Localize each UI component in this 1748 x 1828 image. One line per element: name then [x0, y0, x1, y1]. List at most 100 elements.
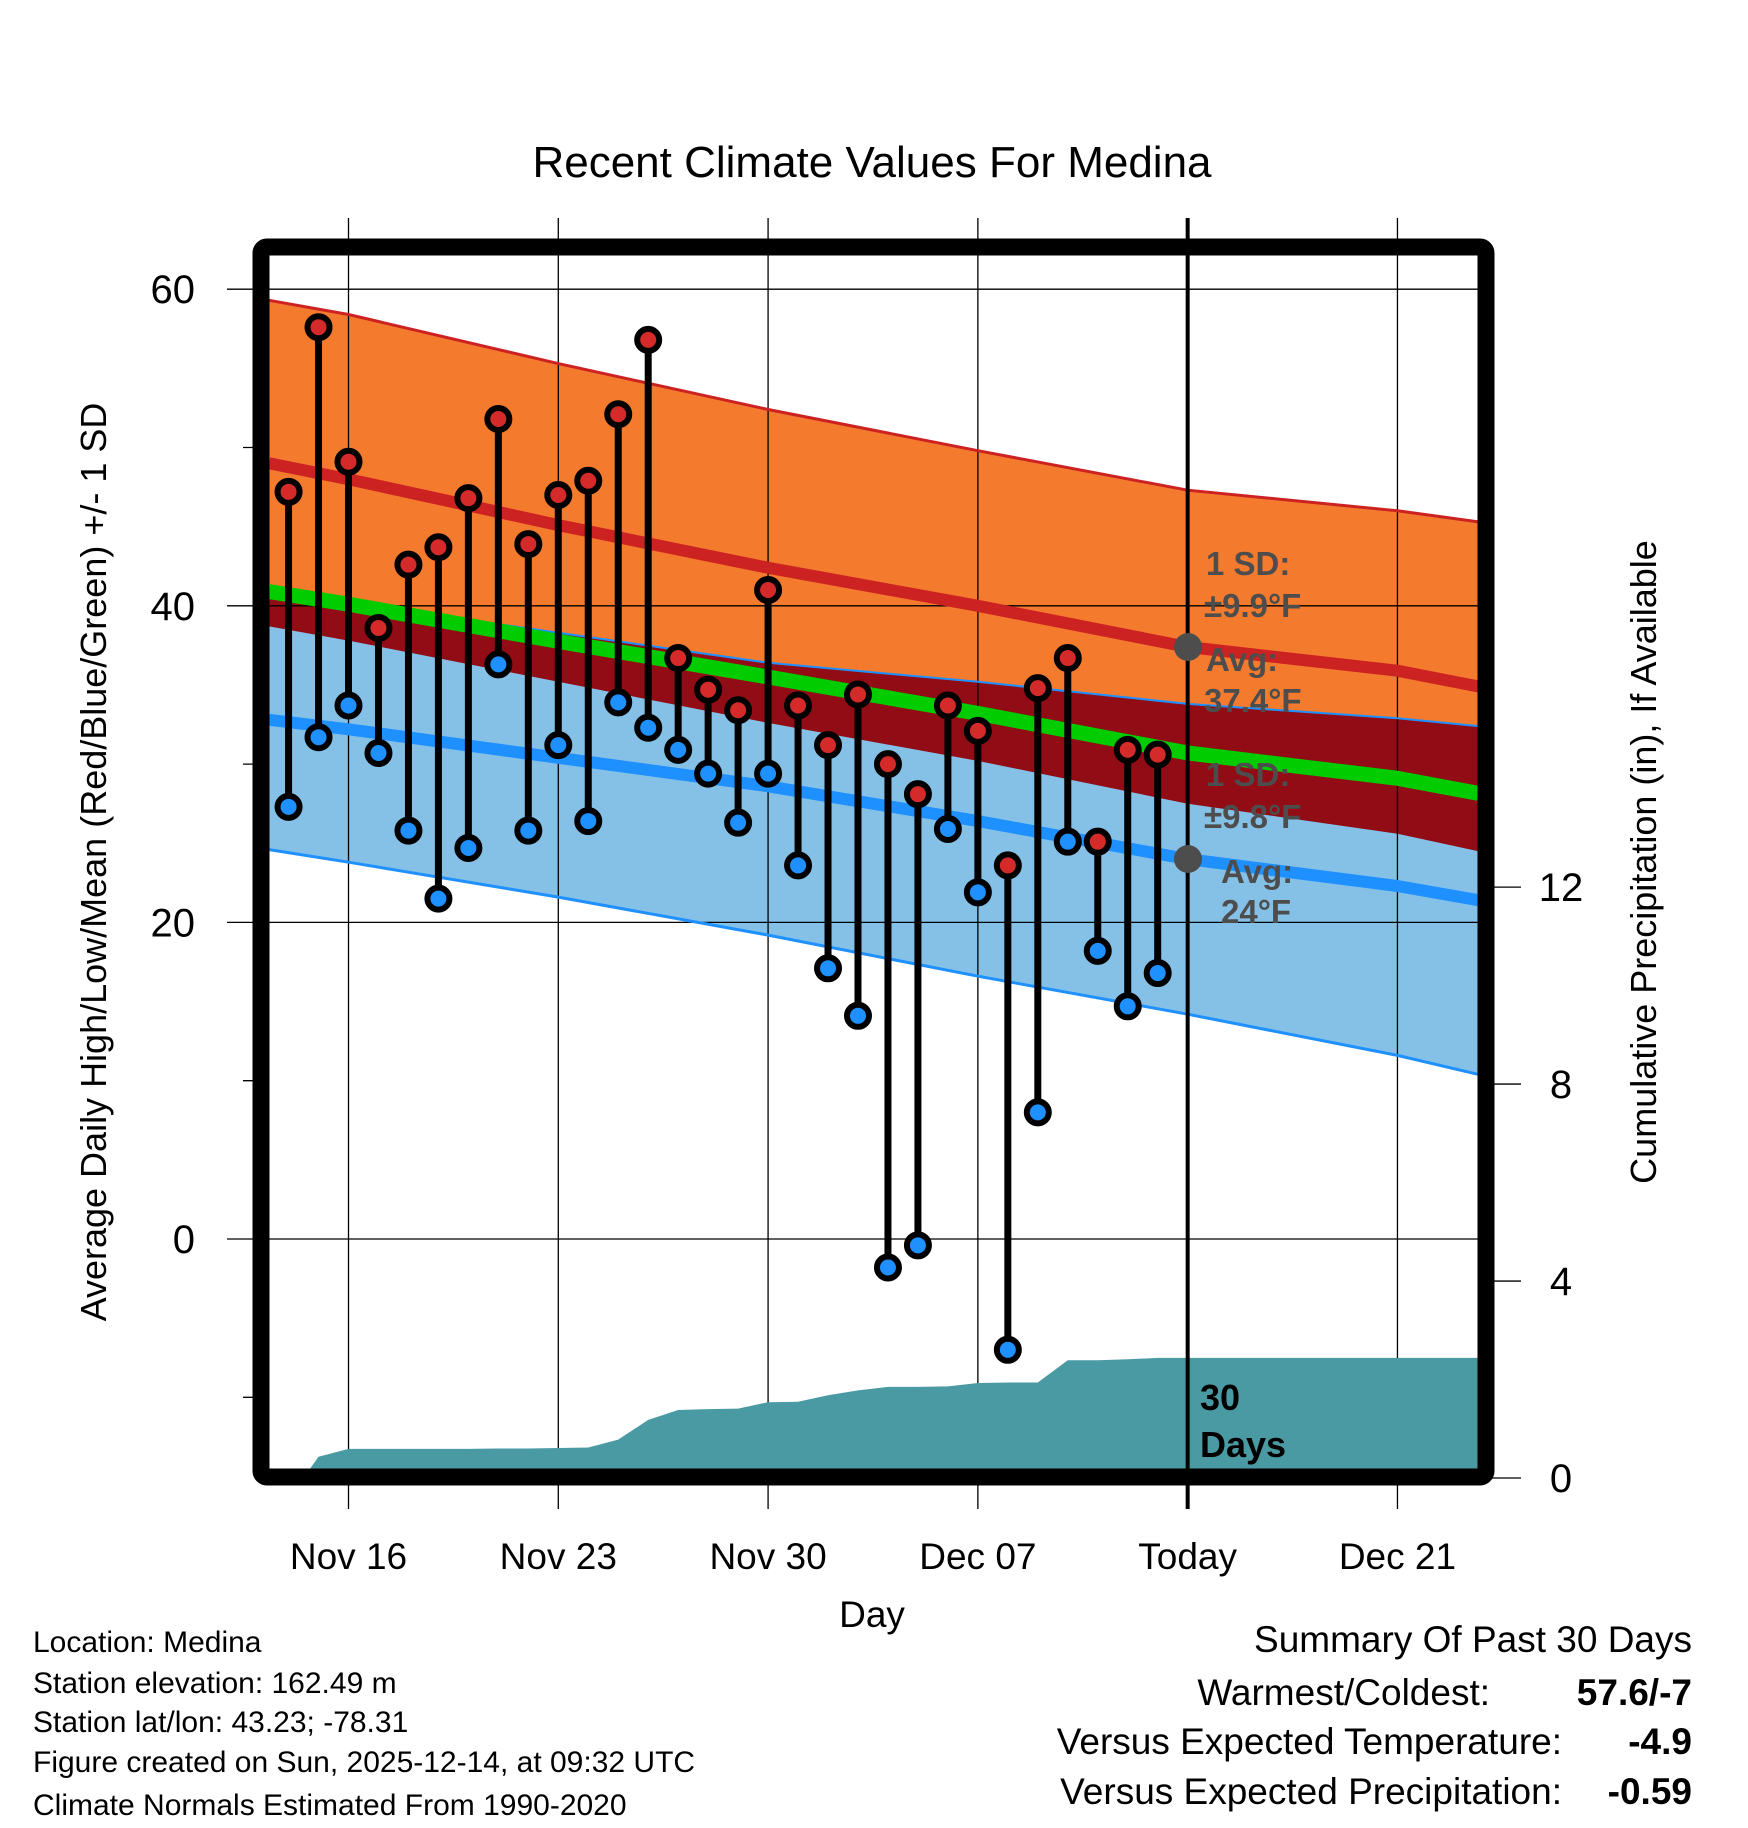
daily-high-point	[574, 466, 603, 495]
daily-high-point	[634, 325, 663, 354]
cumulative-precip-area	[269, 1357, 1479, 1478]
precip-departure-label: Versus Expected Precipitation:	[1060, 1771, 1562, 1812]
low-avg-value: 24°F	[1221, 893, 1291, 930]
y-tick-label: 0	[173, 1218, 195, 1262]
normal-lines	[267, 298, 1480, 1076]
location-text: Location: Medina	[33, 1626, 262, 1659]
daily-high-point	[903, 780, 932, 809]
daily-low-point	[754, 759, 783, 788]
daily-low-point	[574, 807, 603, 836]
x-tick-label: Nov 23	[500, 1536, 617, 1577]
normals-text: Climate Normals Estimated From 1990-2020	[33, 1789, 627, 1822]
daily-low-point	[634, 713, 663, 742]
gridlines	[227, 218, 1478, 1509]
daily-low-point	[454, 833, 483, 862]
normal-bands	[269, 300, 1479, 1075]
daily-high-point	[424, 533, 453, 562]
high-mean-line	[267, 457, 1480, 693]
summary-title: Summary Of Past 30 Days	[1254, 1619, 1692, 1660]
annotations: 1 SD: ±9.9°F Avg: 37.4°F 1 SD: ±9.8°F Av…	[1174, 545, 1302, 1465]
temp-departure-value: -4.9	[1628, 1721, 1692, 1762]
y-axis-label: Average Daily High/Low/Mean (Red/Blue/Gr…	[73, 403, 114, 1322]
y-tick-label: 20	[151, 901, 196, 945]
daily-high-point	[963, 716, 992, 745]
daily-high-point	[334, 447, 363, 476]
daily-low-point	[963, 878, 992, 907]
precip-area	[269, 1357, 1479, 1478]
daily-high-point	[1113, 735, 1142, 764]
daily-low-point	[424, 884, 453, 913]
daily-high-point	[933, 691, 962, 720]
low-avg-marker	[1174, 845, 1202, 873]
daily-low-point	[1023, 1098, 1052, 1127]
y2-tick-label: 0	[1550, 1457, 1572, 1501]
daily-low-point	[814, 954, 843, 983]
high-sd-value: ±9.9°F	[1204, 587, 1301, 624]
daily-low-point	[903, 1231, 932, 1260]
daily-high-point	[304, 313, 333, 342]
period-label-days: Days	[1200, 1424, 1286, 1465]
y2-axis-label: Cumulative Precipitation (in), If Availa…	[1623, 540, 1664, 1184]
daily-high-point	[1023, 674, 1052, 703]
y2-tick-label: 4	[1550, 1260, 1572, 1304]
daily-high-point	[993, 851, 1022, 880]
daily-low-point	[1053, 827, 1082, 856]
high-avg-marker	[1174, 633, 1202, 661]
y-tick-label: 40	[151, 585, 196, 629]
daily-high-point	[484, 405, 513, 434]
temp-departure-label: Versus Expected Temperature:	[1057, 1721, 1562, 1762]
low-lower-line	[268, 848, 1479, 1076]
daily-low-point	[1113, 992, 1142, 1021]
plot-frame	[252, 238, 1495, 1486]
latlon-text: Station lat/lon: 43.23; -78.31	[33, 1706, 408, 1739]
daily-low-point	[1083, 936, 1112, 965]
daily-low-point	[784, 851, 813, 880]
high-upper-line	[268, 298, 1479, 524]
period-label-number: 30	[1200, 1377, 1240, 1418]
daily-high-point	[604, 400, 633, 429]
daily-high-point	[814, 731, 843, 760]
high-avg-label: Avg:	[1206, 641, 1278, 678]
daily-points	[274, 313, 1172, 1364]
station-info: Location: Medina Station elevation: 162.…	[33, 1626, 695, 1822]
elevation-text: Station elevation: 162.49 m	[33, 1667, 397, 1700]
daily-low-point	[933, 815, 962, 844]
x-tick-label: Nov 30	[709, 1536, 826, 1577]
mean-line	[267, 584, 1480, 801]
daily-low-point	[724, 808, 753, 837]
low-mean-line	[268, 713, 1480, 907]
daily-low-point	[274, 792, 303, 821]
daily-high-point	[754, 575, 783, 604]
daily-high-point	[784, 691, 813, 720]
daily-low-point	[364, 739, 393, 768]
daily-high-point	[364, 613, 393, 642]
low-avg-label: Avg:	[1221, 853, 1293, 890]
daily-low-point	[873, 1253, 902, 1282]
warmest-coldest-value: 57.6/-7	[1577, 1672, 1692, 1713]
daily-low-point	[394, 816, 423, 845]
daily-low-point	[993, 1335, 1022, 1364]
high-sd-label: 1 SD:	[1206, 545, 1290, 582]
daily-high-point	[873, 750, 902, 779]
x-tick-label: Dec 21	[1339, 1536, 1456, 1577]
daily-low-point	[304, 723, 333, 752]
daily-low-point	[843, 1001, 872, 1030]
warmest-coldest-label: Warmest/Coldest:	[1197, 1672, 1490, 1713]
y2-tick-label: 12	[1539, 866, 1584, 910]
daily-low-point	[334, 691, 363, 720]
daily-low-point	[514, 816, 543, 845]
daily-high-point	[664, 644, 693, 673]
x-tick-label: Today	[1138, 1536, 1237, 1577]
daily-high-point	[544, 480, 573, 509]
y-tick-label: 60	[151, 268, 196, 312]
axes: Nov 16 Nov 23 Nov 30 Dec 07 Today Dec 2102040…	[151, 268, 1584, 1577]
daily-high-point	[694, 675, 723, 704]
summary: Summary Of Past 30 Days Warmest/Coldest:…	[1057, 1619, 1692, 1812]
daily-high-point	[394, 550, 423, 579]
daily-high-point	[274, 477, 303, 506]
daily-high-point	[514, 530, 543, 559]
low-sd-label: 1 SD:	[1206, 756, 1290, 793]
daily-high-point	[454, 484, 483, 513]
daily-low-point	[604, 688, 633, 717]
daily-low-point	[694, 759, 723, 788]
